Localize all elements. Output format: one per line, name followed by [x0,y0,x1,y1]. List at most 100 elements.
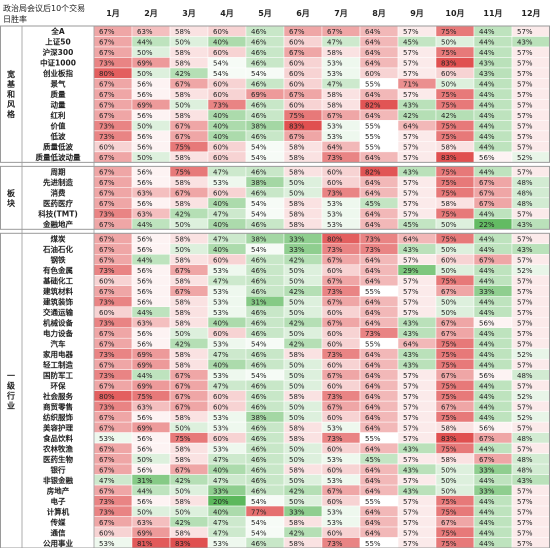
cell-value: 67% [99,466,115,474]
cell-value: 57% [517,403,533,411]
cell-value: 44% [479,382,495,390]
cell-value: 67% [175,382,191,390]
cell-value: 58% [327,91,343,99]
row-label-background [22,485,94,496]
cell-value: 45% [403,221,419,229]
row-label-background [22,527,94,538]
cell-value: 75% [441,340,457,348]
cell-value: 58% [175,498,191,506]
cell-value: 46% [251,361,267,369]
cell-value: 58% [327,102,343,110]
group-label-background [0,166,22,230]
cell-value: 69% [137,361,153,369]
cell-value: 50% [441,267,457,275]
cell-value: 67% [99,487,115,495]
cell-value: 75% [137,393,153,401]
row-label-background [22,67,94,79]
cell-value: 58% [441,456,457,464]
cell-value: 58% [175,298,191,306]
cell-value: 80% [327,236,343,244]
cell-value: 53% [327,133,343,141]
cell-value: 40% [213,112,229,120]
cell-value: 64% [365,424,381,432]
row-label-background [22,453,94,465]
cell-value: 50% [289,179,305,187]
cell-value: 73% [327,288,343,296]
cell-value: 57% [517,361,533,369]
cell-value: 58% [289,154,305,162]
row-label-background [22,26,94,37]
cell-value: 67% [99,200,115,208]
cell-value: 57% [403,477,419,485]
cell-value: 50% [441,309,457,317]
row-label-background [22,254,94,265]
cell-value: 53% [327,424,343,432]
row-label-background [22,401,94,412]
cell-value: 48% [517,190,533,198]
month-header: 4月 [220,9,234,18]
cell-value: 53% [213,414,229,422]
cell-value: 46% [251,540,267,548]
cell-value: 55% [365,498,381,506]
cell-value: 75% [441,540,457,548]
row-label: 价值 [51,121,66,131]
cell-value: 43% [403,466,419,474]
cell-value: 67% [175,267,191,275]
cell-value: 53% [327,211,343,219]
cell-value: 53% [213,340,229,348]
cell-value: 75% [441,28,457,36]
cell-value: 43% [403,351,419,359]
cell-value: 60% [289,102,305,110]
cell-value: 57% [517,309,533,317]
cell-value: 44% [479,211,495,219]
cell-value: 43% [517,39,533,47]
cell-value: 75% [441,91,457,99]
cell-value: 47% [213,169,229,177]
cell-value: 44% [137,487,153,495]
month-header: 7月 [334,9,348,18]
row-label: 医药医疗 [43,198,73,208]
cell-value: 57% [517,49,533,57]
cell-value: 42% [175,340,191,348]
cell-value: 60% [289,39,305,47]
cell-value: 58% [175,278,191,286]
cell-value: 67% [99,519,115,527]
cell-value: 60% [327,466,343,474]
cell-value: 64% [365,154,381,162]
row-label: 公用事业 [43,538,73,548]
cell-value: 60% [213,154,229,162]
cell-value: 53% [213,179,229,187]
cell-value: 67% [479,200,495,208]
row-label-background [22,243,94,255]
cell-value: 40% [213,246,229,254]
cell-value: 67% [327,28,343,36]
cell-value: 60% [213,91,229,99]
cell-value: 73% [99,60,115,68]
cell-value: 58% [289,435,305,443]
cell-value: 38% [251,179,267,187]
cell-value: 75% [441,169,457,177]
row-label-background [22,208,94,219]
cell-value: 55% [365,340,381,348]
cell-value: 64% [365,211,381,219]
cell-value: 54% [251,498,267,506]
cell-value: 69% [137,102,153,110]
cell-value: 75% [441,508,457,516]
cell-value: 47% [213,529,229,537]
cell-value: 67% [289,91,305,99]
cell-value: 46% [251,487,267,495]
cell-value: 45% [365,200,381,208]
cell-value: 71% [403,81,419,89]
cell-value: 57% [517,445,533,453]
cell-value: 44% [479,414,495,422]
cell-value: 63% [137,190,153,198]
row-label-background [22,197,94,209]
cell-value: 58% [289,424,305,432]
cell-value: 44% [479,340,495,348]
group-label: 一级行业 [6,372,16,411]
cell-value: 67% [327,372,343,380]
cell-value: 50% [441,246,457,254]
cell-value: 67% [99,236,115,244]
row-label: 沪深300 [43,47,74,57]
cell-value: 58% [175,91,191,99]
